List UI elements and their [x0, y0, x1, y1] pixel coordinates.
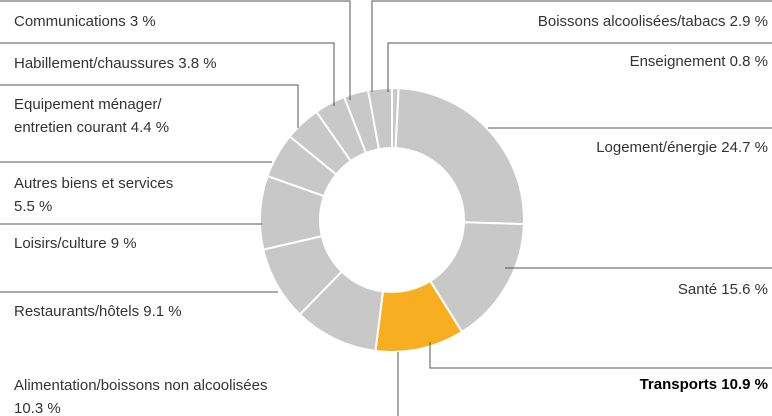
category-name: Logement/énergie [596, 139, 718, 156]
category-name: Autres biens et services [14, 175, 174, 192]
leader-line [429, 342, 772, 369]
segment-label: Habillement/chaussures 3.8 % [14, 52, 217, 75]
value-label: 9 % [110, 235, 137, 252]
leader-line [387, 42, 772, 92]
value-label: 5.5 % [14, 198, 53, 215]
leader-line [371, 0, 772, 92]
value-label: 2.9 % [729, 13, 768, 30]
segment-label: Logement/énergie 24.7 % [596, 136, 768, 159]
category-name: Restaurants/hôtels [14, 303, 140, 320]
value-label: 15.6 % [721, 281, 768, 298]
value-label: 0.8 % [729, 53, 768, 70]
value-label: 10.3 % [14, 400, 61, 416]
category-name: Alimentation/boissons non alcoolisées [14, 377, 268, 394]
leader-line [0, 84, 299, 128]
category-name: Boissons alcoolisées/tabacs [537, 13, 726, 30]
donut-segment [394, 87, 525, 226]
segment-label: Restaurants/hôtels 9.1 % [14, 300, 182, 323]
segment-label: Alimentation/boissons non alcoolisées 10.… [14, 374, 267, 416]
category-name: Santé [677, 281, 718, 298]
value-label: 4.4 % [130, 119, 170, 136]
category-name: Loisirs/culture [14, 235, 107, 252]
value-label: 24.7 % [721, 139, 768, 156]
category-name: Equipement ménager/ entretien courant [14, 96, 162, 136]
category-name: Transports [639, 376, 718, 393]
category-name: Enseignement [629, 53, 726, 70]
segment-label: Transports 10.9 % [640, 373, 768, 396]
leader-line [0, 0, 351, 100]
value-label: 3.8 % [178, 55, 217, 72]
segment-label: Autres biens et services 5.5 % [14, 172, 173, 218]
segment-label: Communications 3 % [14, 10, 156, 33]
segment-label: Boissons alcoolisées/tabacs 2.9 % [538, 10, 768, 33]
value-label: 9.1 % [143, 303, 182, 320]
segment-label: Enseignement 0.8 % [630, 50, 768, 73]
segment-label: Equipement ménager/ entretien courant 4.… [14, 93, 169, 139]
value-label: 10.9 % [721, 376, 768, 393]
category-name: Communications [14, 13, 126, 30]
category-name: Habillement/chaussures [14, 55, 175, 72]
donut-segment [366, 86, 393, 151]
value-label: 3 % [129, 13, 156, 30]
segment-label: Santé 15.6 % [678, 278, 768, 301]
leader-line [0, 42, 335, 106]
segment-label: Loisirs/culture 9 % [14, 232, 137, 255]
